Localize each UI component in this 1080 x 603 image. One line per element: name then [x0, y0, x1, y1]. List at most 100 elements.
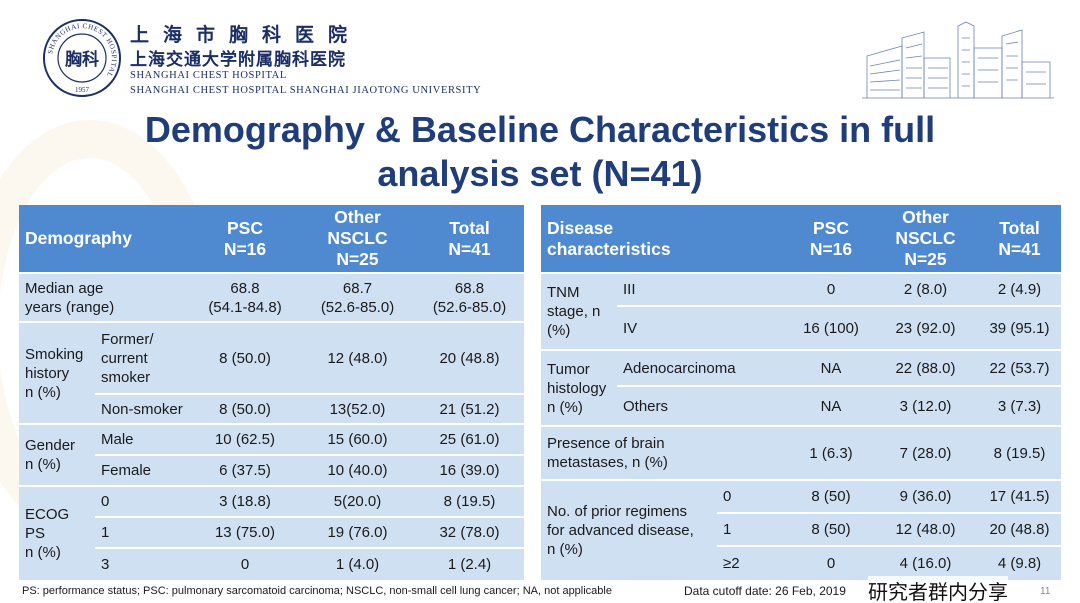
- sub-label: Adenocarcinoma: [617, 349, 789, 386]
- hospital-logo: SHANGHAI CHEST HOSPITAL 胸科 1957: [43, 19, 121, 97]
- cell-other: 19 (76.0): [300, 516, 415, 548]
- cell-total: 21 (51.2): [415, 393, 524, 424]
- header-total: Total N=41: [448, 217, 491, 259]
- table-row: Median age years (range) 68.8 (54.1-84.8) …: [19, 272, 524, 322]
- group-label-ecog: ECOG PS n (%): [19, 485, 95, 580]
- hospital-affiliation-english: SHANGHAI CHEST HOSPITAL SHANGHAI JIAOTON…: [130, 85, 482, 96]
- cell-total: 22 (53.7): [978, 349, 1061, 386]
- group-label-smoking: Smoking history n (%): [19, 321, 95, 424]
- cell-psc: 1 (6.3): [789, 425, 873, 480]
- group-label-tnm: TNM stage, n (%): [541, 272, 617, 350]
- cell-total: 2 (4.9): [978, 272, 1061, 306]
- hospital-name-chinese: 上海市胸科医院: [130, 24, 362, 46]
- table-row: 1 8 (50) 12 (48.0) 20 (48.8): [541, 512, 1061, 546]
- header-other-nsclc: Other NSCLC N=25: [327, 207, 388, 269]
- header-total: Total N=41: [998, 217, 1041, 259]
- cell-psc: 16 (100): [789, 305, 873, 350]
- cell-psc: NA: [789, 349, 873, 386]
- cell-total: 3 (7.3): [978, 385, 1061, 426]
- row-label-brain-metastases: Presence of brain metastases, n (%): [541, 425, 789, 480]
- sub-label: Male: [95, 423, 190, 455]
- cell-psc: 8 (50.0): [190, 321, 300, 394]
- table-row: Others NA 3 (12.0) 3 (7.3): [541, 385, 1061, 426]
- sub-label: 3: [95, 547, 190, 580]
- table-row: Smoking history n (%) Former/current smoker…: [19, 321, 524, 424]
- sub-label: Female: [95, 454, 190, 486]
- sub-label: III: [617, 272, 789, 306]
- disease-characteristics-table: Disease characteristics PSC N=16 Other NSC…: [541, 205, 1061, 580]
- table-row: Tumor histology n (%) Adenocarcinoma NA 22…: [541, 349, 1061, 426]
- cell-total: 8 (19.5): [415, 485, 524, 517]
- cell-total: 68.8 (52.6-85.0): [415, 272, 524, 322]
- table-row: ≥2 0 4 (16.0) 4 (9.8): [541, 545, 1061, 580]
- row-label-median-age: Median age years (range): [19, 272, 190, 322]
- sub-label: 1: [95, 516, 190, 548]
- table-row: Gender n (%) Male 10 (62.5) 15 (60.0) 25 …: [19, 423, 524, 486]
- header-other-nsclc: Other NSCLC N=25: [895, 207, 956, 269]
- cell-psc: 13 (75.0): [190, 516, 300, 548]
- table-row: IV 16 (100) 23 (92.0) 39 (95.1): [541, 305, 1061, 350]
- cell-other: 12 (48.0): [300, 321, 415, 394]
- cell-other: 7 (28.0): [873, 425, 978, 480]
- hospital-building-illustration: [862, 21, 1054, 99]
- cell-total: 17 (41.5): [978, 479, 1061, 513]
- cell-psc: 8 (50): [789, 512, 873, 546]
- group-label-histology: Tumor histology n (%): [541, 349, 617, 426]
- header-psc: PSC N=16: [223, 217, 267, 259]
- cell-psc: 0: [190, 547, 300, 580]
- cell-psc: 8 (50.0): [190, 393, 300, 424]
- cell-other: 9 (36.0): [873, 479, 978, 513]
- cell-psc: 10 (62.5): [190, 423, 300, 455]
- sub-label: 0: [717, 479, 789, 513]
- sub-label: 0: [95, 485, 190, 517]
- cell-total: 39 (95.1): [978, 305, 1061, 350]
- table-row: 1 13 (75.0) 19 (76.0) 32 (78.0): [19, 516, 524, 548]
- sub-label: Non-smoker: [95, 393, 190, 424]
- table-row: Presence of brain metastases, n (%) 1 (6.…: [541, 425, 1061, 480]
- cell-psc: NA: [789, 385, 873, 426]
- cell-total: 4 (9.8): [978, 545, 1061, 580]
- footnote: PS: performance status; PSC: pulmonary s…: [22, 585, 612, 597]
- cell-total: 1 (2.4): [415, 547, 524, 580]
- table-row: TNM stage, n (%) III 0 2 (8.0) 2 (4.9): [541, 272, 1061, 350]
- watermark-text: 研究者群内分享: [868, 576, 1008, 603]
- hospital-name-english: SHANGHAI CHEST HOSPITAL: [130, 70, 287, 81]
- cell-other: 10 (40.0): [300, 454, 415, 486]
- cell-other: 15 (60.0): [300, 423, 415, 455]
- table-row: Female 6 (37.5) 10 (40.0) 16 (39.0): [19, 454, 524, 486]
- cell-other: 68.7 (52.6-85.0): [300, 272, 415, 322]
- cell-psc: 68.8 (54.1-84.8): [190, 272, 300, 322]
- cell-total: 20 (48.8): [978, 512, 1061, 546]
- table-header-row: Demography PSC N=16 Other NSCLC N=25 Total…: [19, 205, 524, 273]
- cell-other: 4 (16.0): [873, 545, 978, 580]
- table-row: No. of prior regimens for advanced diseas…: [541, 479, 1061, 580]
- table-row: Non-smoker 8 (50.0) 13(52.0) 21 (51.2): [19, 393, 524, 424]
- cell-psc: 0: [789, 272, 873, 306]
- cell-other: 13(52.0): [300, 393, 415, 424]
- cell-other: 1 (4.0): [300, 547, 415, 580]
- sub-label: 1: [717, 512, 789, 546]
- cell-psc: 8 (50): [789, 479, 873, 513]
- cell-total: 16 (39.0): [415, 454, 524, 486]
- logo-year: 1957: [75, 86, 90, 94]
- cell-total: 32 (78.0): [415, 516, 524, 548]
- cell-total: 8 (19.5): [978, 425, 1061, 480]
- title-line-2: analysis set (N=41): [377, 153, 703, 194]
- data-cutoff-date: Data cutoff date: 26 Feb, 2019: [684, 584, 846, 598]
- cell-total: 20 (48.8): [415, 321, 524, 394]
- header-demography: Demography: [25, 228, 132, 248]
- cell-total: 25 (61.0): [415, 423, 524, 455]
- hospital-affiliation-chinese: 上海交通大学附属胸科医院: [130, 50, 346, 70]
- table-row: 3 0 1 (4.0) 1 (2.4): [19, 547, 524, 580]
- demography-table: Demography PSC N=16 Other NSCLC N=25 Total…: [19, 205, 524, 580]
- cell-other: 12 (48.0): [873, 512, 978, 546]
- sub-label: Others: [617, 385, 789, 426]
- cell-psc: 6 (37.5): [190, 454, 300, 486]
- sub-label: Former/current smoker: [95, 321, 190, 394]
- cell-other: 23 (92.0): [873, 305, 978, 350]
- table-header-row: Disease characteristics PSC N=16 Other NSC…: [541, 205, 1061, 273]
- slide-title: Demography & Baseline Characteristics in…: [40, 108, 1040, 196]
- cell-psc: 3 (18.8): [190, 485, 300, 517]
- cell-other: 2 (8.0): [873, 272, 978, 306]
- header-psc: PSC N=16: [809, 217, 853, 259]
